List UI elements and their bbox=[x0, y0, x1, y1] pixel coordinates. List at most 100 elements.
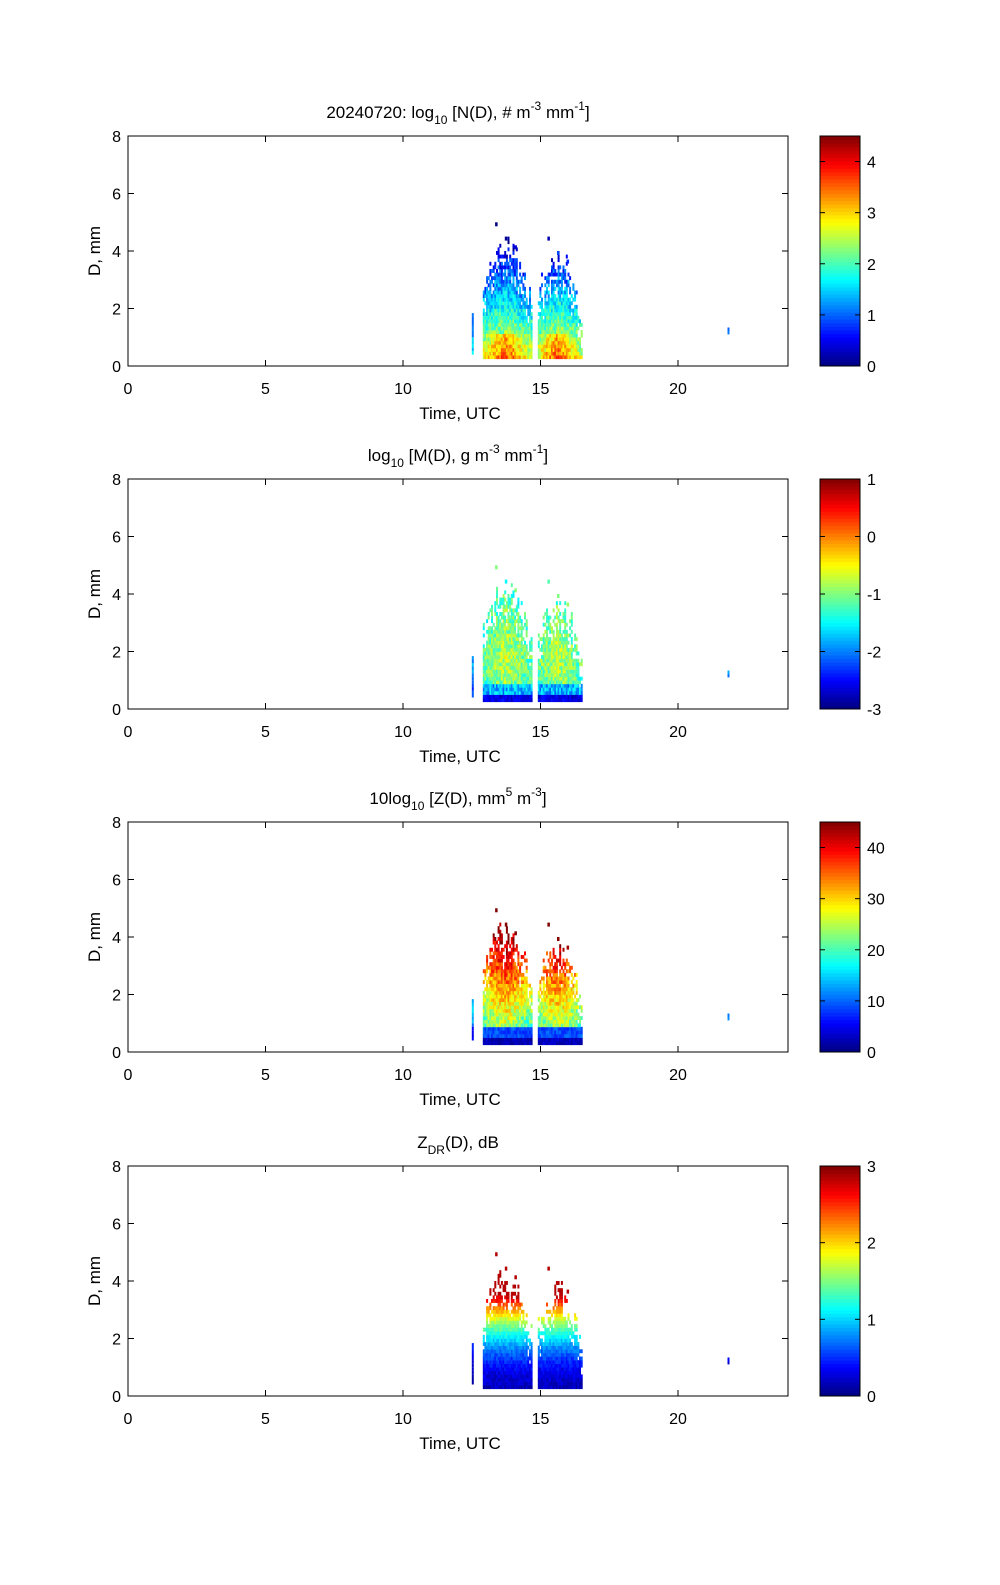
heatmap-cell bbox=[560, 272, 563, 277]
heatmap-cell bbox=[504, 998, 507, 1002]
heatmap-cell bbox=[507, 355, 510, 360]
heatmap-cell bbox=[554, 1019, 557, 1024]
heatmap-cell bbox=[574, 348, 577, 352]
heatmap-cell bbox=[551, 308, 553, 313]
heatmap-cell bbox=[486, 1356, 489, 1361]
heatmap-cell bbox=[499, 1356, 502, 1361]
heatmap-cell bbox=[527, 1030, 530, 1035]
heatmap-cell bbox=[542, 680, 545, 685]
heatmap-cell bbox=[552, 272, 555, 277]
heatmap-cell bbox=[542, 615, 545, 620]
heatmap-cell bbox=[494, 980, 497, 984]
heatmap-cell bbox=[509, 608, 512, 613]
heatmap-cell bbox=[527, 337, 530, 342]
heatmap-cell bbox=[541, 676, 543, 681]
heatmap-cell bbox=[542, 698, 545, 703]
heatmap-cell bbox=[509, 955, 512, 959]
heatmap-cell bbox=[579, 694, 581, 699]
heatmap-cell bbox=[519, 680, 522, 685]
heatmap-cell bbox=[559, 640, 562, 645]
heatmap-cell bbox=[520, 351, 523, 356]
heatmap-cell bbox=[565, 644, 568, 649]
heatmap-cell bbox=[551, 1034, 553, 1038]
heatmap-cell bbox=[569, 1016, 572, 1020]
heatmap-cell bbox=[544, 1378, 547, 1382]
heatmap-cell bbox=[471, 666, 474, 670]
heatmap-cell bbox=[537, 1316, 540, 1321]
heatmap-cell bbox=[514, 972, 517, 977]
heatmap-cell bbox=[546, 1345, 548, 1350]
heatmap-cell bbox=[496, 676, 498, 681]
heatmap-cell bbox=[522, 333, 525, 338]
heatmap-cell bbox=[569, 304, 572, 309]
heatmap-cell bbox=[497, 348, 500, 352]
heatmap-cell bbox=[496, 340, 498, 345]
heatmap-cell bbox=[537, 998, 540, 1002]
heatmap-cell bbox=[546, 665, 548, 670]
heatmap-cell bbox=[482, 1378, 485, 1382]
heatmap-cell bbox=[487, 1008, 490, 1013]
heatmap-cell bbox=[567, 998, 570, 1002]
heatmap-cell bbox=[579, 1005, 581, 1010]
heatmap-cell bbox=[579, 355, 581, 360]
heatmap-cell bbox=[507, 308, 510, 313]
heatmap-cell bbox=[510, 1331, 513, 1336]
heatmap-cell bbox=[551, 286, 553, 291]
heatmap-cell bbox=[552, 1001, 555, 1006]
heatmap-cell bbox=[567, 297, 570, 302]
colorbar-step bbox=[820, 644, 860, 649]
heatmap-cell bbox=[497, 297, 500, 302]
heatmap-cell bbox=[524, 622, 526, 627]
heatmap-cell bbox=[496, 286, 498, 291]
heatmap-cell bbox=[567, 647, 570, 652]
heatmap-cell bbox=[569, 676, 572, 681]
heatmap-cell bbox=[562, 980, 565, 984]
heatmap-cell bbox=[515, 1385, 518, 1390]
heatmap-cell bbox=[500, 1306, 503, 1311]
heatmap-cell bbox=[504, 1338, 507, 1343]
heatmap-cell bbox=[551, 1023, 553, 1028]
heatmap-cell bbox=[554, 644, 557, 649]
heatmap-cell bbox=[487, 1360, 490, 1364]
heatmap-cell bbox=[547, 308, 550, 313]
heatmap-cell bbox=[504, 965, 507, 970]
heatmap-cell bbox=[554, 351, 557, 356]
heatmap-cell bbox=[499, 1008, 502, 1013]
heatmap-cell bbox=[514, 1381, 517, 1386]
heatmap-cell bbox=[487, 633, 490, 638]
heatmap-cell bbox=[519, 1349, 522, 1354]
heatmap-cell bbox=[517, 294, 520, 298]
heatmap-cell bbox=[542, 637, 545, 641]
heatmap-cell bbox=[482, 1026, 485, 1031]
heatmap-cell bbox=[570, 351, 573, 356]
heatmap-cell bbox=[487, 1023, 490, 1028]
heatmap-cell bbox=[579, 344, 581, 349]
heatmap-cell bbox=[522, 1316, 525, 1321]
colorbar-step bbox=[820, 608, 860, 613]
heatmap-cell bbox=[486, 1352, 489, 1357]
heatmap-cell bbox=[484, 1005, 487, 1010]
heatmap-cell bbox=[547, 340, 550, 345]
heatmap-cell bbox=[489, 1316, 492, 1321]
heatmap-cell bbox=[497, 1320, 500, 1325]
heatmap-cell bbox=[549, 330, 552, 334]
heatmap-cell bbox=[499, 1363, 502, 1368]
heatmap-cell bbox=[489, 987, 492, 992]
heatmap-cell bbox=[486, 1327, 489, 1332]
heatmap-cell bbox=[570, 1016, 573, 1020]
heatmap-cell bbox=[514, 1012, 517, 1017]
heatmap-cell bbox=[525, 1041, 528, 1046]
heatmap-cell bbox=[519, 308, 522, 313]
heatmap-cell bbox=[530, 987, 533, 992]
heatmap-cell bbox=[562, 972, 565, 977]
heatmap-cell bbox=[559, 326, 562, 331]
heatmap-cell bbox=[555, 1001, 558, 1006]
colorbar-step bbox=[820, 186, 860, 191]
heatmap-cell bbox=[546, 633, 548, 638]
heatmap-cell bbox=[494, 691, 497, 695]
heatmap-cell bbox=[541, 673, 543, 677]
heatmap-cell bbox=[492, 1016, 495, 1020]
heatmap-cell bbox=[567, 1041, 570, 1046]
heatmap-cell bbox=[500, 644, 503, 649]
heatmap-cell bbox=[517, 297, 520, 302]
